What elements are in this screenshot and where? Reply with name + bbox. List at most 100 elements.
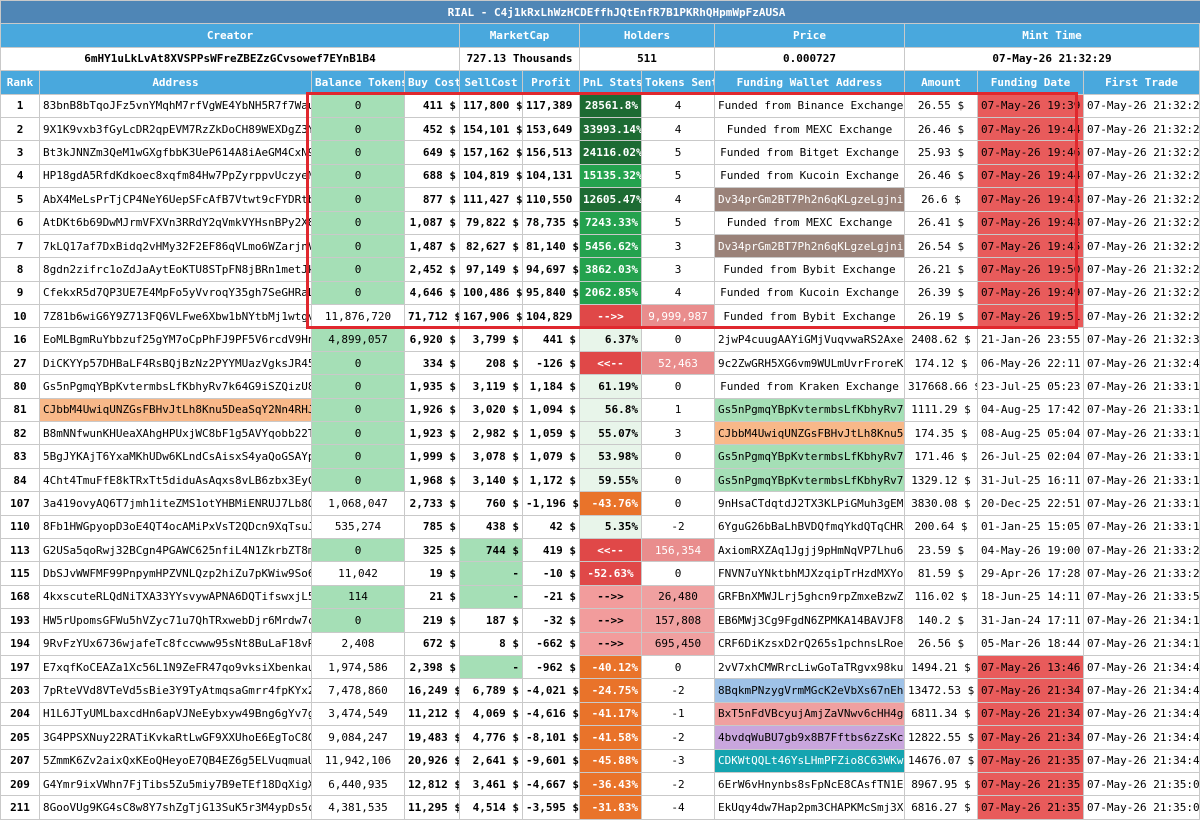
funding-wallet-cell[interactable]: 2vV7xhCMWRrcLiwGoTaTRgvx98ku98 [715,655,905,678]
address-cell[interactable]: 7pRteVVd8VTeVd5sBie3Y9TyAtmqsaGmrr4fpKYx… [40,679,312,702]
creator-value[interactable]: 6mHY1uLkLvAt8XVSPPsWFreZBEZzGCvsowef7EYn… [1,47,460,70]
address-cell[interactable]: HP18gdA5RfdKdkoec8xqfm84Hw7PpZyrppvUczye… [40,164,312,187]
address-cell[interactable]: G2USa5qoRwj32BCgn4PGAWC625nfiL4N1ZkrbZT8… [40,538,312,561]
address-cell[interactable]: B8mNNfwunKHUeaXAhgHPUxjWC8bF1g5AVYqobb22… [40,422,312,445]
address-cell[interactable]: 5BgJYKAjT6YxaMKhUDw6KLndCsAisxS4yaQoGSAY… [40,445,312,468]
funding-wallet-cell[interactable]: AxiomRXZAq1Jgjj9pHmNqVP7Lhu67w [715,538,905,561]
col-rank[interactable]: Rank [1,71,40,94]
col-buy-cost[interactable]: Buy Cost [405,71,460,94]
funding-wallet-cell[interactable]: Dv34prGm2BT7Ph2n6qKLgzeLgjnii8 [715,234,905,257]
address-cell[interactable]: 3G4PPSXNuy22RATiKvkaRtLwGF9XXUhoE6EgToC8… [40,726,312,749]
col-pnl[interactable]: PnL Stats [580,71,642,94]
funding-wallet-cell[interactable]: CDKWtQQLt46YsLHmPFZio8C63WKw5W [715,749,905,772]
address-cell[interactable]: CfekxR5d7QP3UE7E4MpFo5yVvroqY35gh7SeGHRa… [40,281,312,304]
address-cell[interactable]: 7kLQ17af7DxBidq2vHMy32F2EF86qVLmo6WZarjn… [40,234,312,257]
address-cell[interactable]: 8GooVUg9KG4sC8w8Y7shZgTjG13SuK5r3M4ypDs5… [40,796,312,819]
funding-wallet-cell[interactable]: Gs5nPgmqYBpKvtermbsLfKbhyRv7k6 [715,398,905,421]
address-cell[interactable]: 8Fb1HWGpyopD3oE4QT4ocAMiPxVsT2QDcn9XqTsu… [40,515,312,538]
address-cell[interactable]: 4Cht4TmuFfE8kTRxTt5diduAsAqxs8vLB6zbx3Ey… [40,468,312,491]
address-cell[interactable]: DbSJvWWFMF99PnpymHPZVNLQzp2hiZu7pKWiw9So… [40,562,312,585]
funding-wallet-cell[interactable]: GRFBnXMWJLrj5ghcn9rpZmxeBzwZuq [715,585,905,608]
address-cell[interactable]: E7xqfKoCEAZa1Xc56L1N9ZeFR47qo9vksiXbenka… [40,655,312,678]
funding-wallet-cell[interactable]: BxT5nFdVBcyujAmjZaVNwv6cHH4gc1 [715,702,905,725]
address-cell[interactable]: 9RvFzYUx6736wjafeTc8fccwww95sNt8BuLaF18v… [40,632,312,655]
funding-wallet-cell[interactable]: Dv34prGm2BT7Ph2n6qKLgzeLgjnii8 [715,188,905,211]
funding-wallet-cell[interactable]: 8BqkmPNzygVrmMGcK2eVbXs67nEhHC [715,679,905,702]
address-cell[interactable]: 8gdn2zifrc1oZdJaAytEoKTU8STpFN8jBRn1metJ… [40,258,312,281]
col-amount[interactable]: Amount [905,71,978,94]
col-balance[interactable]: Balance Tokens [312,71,405,94]
col-address[interactable]: Address [40,71,312,94]
address-cell[interactable]: AbX4MeLsPrTjCP4NeY6UepSFcAfB7Vtwt9cFYDRt… [40,188,312,211]
funding-wallet-cell[interactable]: Funded from Kucoin Exchange [715,164,905,187]
funding-wallet-cell[interactable]: Gs5nPgmqYBpKvtermbsLfKbhyRv7k6 [715,445,905,468]
address-cell[interactable]: 83bnB8bTqoJFz5vnYMqhM7rfVgWE4YbNH5R7f7Wa… [40,94,312,117]
funding-wallet-cell[interactable]: Funded from Bybit Exchange [715,305,905,328]
funding-wallet-cell[interactable]: 6YguG26bBaLhBVDQfmqYkdQTqCHRhg [715,515,905,538]
funding-wallet-cell[interactable]: 2jwP4cuugAAYiGMjVuqvwaRS2AxebH [715,328,905,351]
funding-wallet-cell[interactable]: 9c2ZwGRH5XG6vm9WULmUvrFroreKS2 [715,351,905,374]
funding-wallet-cell[interactable]: FNVN7uYNktbhMJXzqipTrHzdMXYojQ [715,562,905,585]
funding-wallet-cell[interactable]: CJbbM4UwiqUNZGsFBHvJtLh8Knu5De [715,422,905,445]
address-cell[interactable]: 9X1K9vxb3fGyLcDR2qpEVM7RzZkDoCH89WEXDgZ3… [40,117,312,140]
address-cell[interactable]: H1L6JTyUMLbaxcdHn6apVJNeEybxyw49Bng6gYv7… [40,702,312,725]
funding-wallet-cell[interactable]: 9nHsaCTdqtdJ2TX3KLPiGMuh3gEMeN [715,492,905,515]
funding-wallet-cell[interactable]: Funded from MEXC Exchange [715,117,905,140]
address-cell[interactable]: HW5rUpomsGFWu5hVZyc71u7QhTRxwebDjr6Mrdw7… [40,609,312,632]
col-tokens-sent[interactable]: Tokens Sent [642,71,715,94]
col-profit[interactable]: Profit [523,71,580,94]
funding-wallet-cell[interactable]: Gs5nPgmqYBpKvtermbsLfKbhyRv7k6 [715,468,905,491]
col-first-trade[interactable]: First Trade [1084,71,1200,94]
funding-wallet-cell[interactable]: Funded from Binance Exchange [715,94,905,117]
funding-wallet-cell[interactable]: Funded from MEXC Exchange [715,211,905,234]
col-funding-date[interactable]: Funding Date [978,71,1084,94]
funding-wallet-cell[interactable]: CRF6DiKzsxD2rQ265s1pchnsLRoe6Q [715,632,905,655]
address-cell[interactable]: G4Ymr9ixVWhn7FjTibs5Zu5miy7B9eTEf18DqXig… [40,772,312,795]
funding-wallet-cell[interactable]: Funded from Kraken Exchange [715,375,905,398]
address-cell[interactable]: 5ZmmK6Zv2aixQxKEoQHeyoE7QB4EZ6g5ELVuqmua… [40,749,312,772]
funding-wallet-cell[interactable]: 4bvdqWuBU7gb9x8B7Fftbs6zZsKcvb [715,726,905,749]
funding-wallet-cell[interactable]: Funded from Bitget Exchange [715,141,905,164]
funding-wallet-cell[interactable]: 6ErW6vHnynbs8sFpNcE8CAsfTN1E7E [715,772,905,795]
funding-wallet-cell[interactable]: EkUqy4dw7Hap2pm3CHAPKMcSmj3XEi [715,796,905,819]
funding-wallet-cell[interactable]: Funded from Bybit Exchange [715,258,905,281]
funding-wallet-cell[interactable]: EB6MWj3Cg9FgdN6ZPMKA14BAVJF8uH [715,609,905,632]
address-cell[interactable]: 7Z81b6wiG6Y9Z713FQ6VLFwe6Xbw1bNYtbMj1wtg… [40,305,312,328]
col-sell-cost[interactable]: SellCost [460,71,523,94]
col-funding-wallet[interactable]: Funding Wallet Address [715,71,905,94]
address-cell[interactable]: Bt3kJNNZm3QeM1wGXgfbbK3UeP614A8iAeGM4CxN… [40,141,312,164]
funding-wallet-cell[interactable]: Funded from Kucoin Exchange [715,281,905,304]
address-cell[interactable]: CJbbM4UwiqUNZGsFBHvJtLh8Knu5DeaSqY2Nn4RH… [40,398,312,421]
address-cell[interactable]: EoMLBgmRuYbbzuf25gYM7oCpPhFJ9PF5V6rcdV9H… [40,328,312,351]
address-cell[interactable]: 3a419ovyAQ6T7jmh1iteZMS1otYHBMiENRUJ7Lb8… [40,492,312,515]
address-cell[interactable]: DiCKYYp57DHBaLF4RsBQjBzNz2PYYMUazVgksJR4… [40,351,312,374]
